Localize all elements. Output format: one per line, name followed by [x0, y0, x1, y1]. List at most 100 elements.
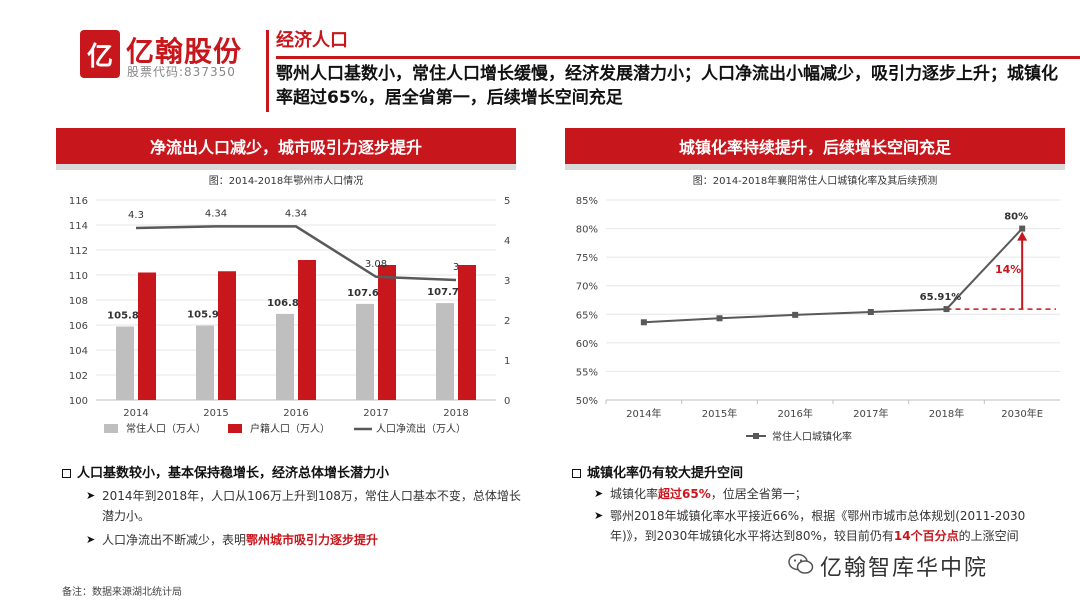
urbanization-chart: 85% 80% 75% 70% 65% 60% 55% 50% 2014年 2015年 2016年 2…	[576, 196, 1060, 443]
marker-urbanization	[1019, 225, 1026, 232]
y-tick-label-right: 0	[504, 396, 510, 407]
bar-resident-population	[276, 313, 294, 400]
data-label-net-outflow: 4.3	[128, 210, 144, 221]
right-panel-banner: 城镇化率持续提升，后续增长空间充足	[565, 128, 1065, 164]
data-label-resident: 106.8	[267, 298, 299, 309]
y-tick-label-right: 1	[504, 356, 510, 367]
bar-resident-population	[356, 303, 374, 400]
data-label-resident: 107.6	[347, 288, 379, 299]
left-panel-banner: 净流出人口减少，城市吸引力逐步提升	[56, 128, 516, 164]
arrow-right-icon: ➤	[86, 489, 96, 502]
growth-arrow-head-icon	[1017, 231, 1028, 241]
bar-registered-population	[458, 265, 476, 400]
y-tick-label: 70%	[576, 282, 598, 293]
left-chart-caption: 图：2014-2018年鄂州市人口情况	[208, 176, 364, 187]
y-tick-label: 65%	[576, 310, 598, 321]
x-tick-label: 2030年E	[1001, 407, 1043, 420]
right-bullet-heading: 城镇化率仍有较大提升空间	[572, 462, 743, 481]
x-tick-label: 2018年	[929, 407, 964, 420]
x-tick-label: 2015	[203, 408, 228, 419]
right-bullet-2: ➤ 鄂州2018年城镇化率水平接近66%，根据《鄂州市城市总体规划(2011-2…	[594, 506, 1050, 546]
right-bullet-2-text: 鄂州2018年城镇化率水平接近66%，根据《鄂州市城市总体规划(2011-203…	[610, 509, 1026, 543]
y-tick-label: 55%	[576, 367, 598, 378]
bar-registered-population	[298, 260, 316, 400]
right-banner-shadow	[565, 164, 1065, 170]
x-tick-label: 2015年	[702, 407, 737, 420]
y-tick-label-left: 104	[69, 346, 88, 357]
y-tick-label-left: 110	[69, 271, 88, 282]
bar-resident-population	[196, 325, 214, 400]
growth-annotation: 14%	[995, 263, 1021, 276]
right-bullet-heading-text: 城镇化率仍有较大提升空间	[587, 466, 744, 481]
y-tick-label-left: 116	[69, 196, 88, 207]
arrow-right-icon: ➤	[86, 533, 96, 546]
right-chart-caption: 图：2014-2018年襄阳常住人口城镇化率及其后续预测	[692, 176, 938, 187]
legend-label: 户籍人口（万人）	[250, 422, 330, 435]
population-chart: 116 114 112 110 108 106 104 102 100 5 4 3 2 1 0 2014 201…	[69, 196, 510, 435]
y-tick-label: 75%	[576, 253, 598, 264]
bar-registered-population	[138, 272, 156, 400]
data-label-resident: 105.8	[107, 311, 139, 322]
legend-swatch	[228, 424, 242, 433]
right-bullet-1-text: 城镇化率	[610, 487, 659, 501]
x-tick-label: 2016年	[777, 407, 812, 420]
bar-resident-population	[436, 303, 454, 400]
header-rule	[276, 56, 1080, 59]
data-label-urbanization: 80%	[1004, 212, 1028, 223]
line-urbanization-rate	[643, 227, 1023, 324]
wechat-account-name: 亿翰智库华中院	[820, 556, 989, 581]
wechat-icon	[788, 553, 814, 574]
legend-label: 常住人口城镇化率	[772, 430, 852, 443]
y-tick-label: 85%	[576, 196, 598, 207]
data-label-urbanization: 65.91%	[920, 292, 962, 303]
footnote: 备注：数据来源湖北统计局	[62, 587, 182, 598]
checkbox-square-icon	[572, 469, 581, 478]
stock-code: 股票代码:837350	[127, 65, 236, 79]
left-banner-shadow	[56, 164, 516, 170]
checkbox-square-icon	[62, 469, 71, 478]
left-bullet-2-text: 人口净流出不断减少，表明	[102, 533, 247, 547]
y-tick-label: 50%	[576, 396, 598, 407]
left-bullet-heading: 人口基数较小，基本保持稳增长，经济总体增长潜力小	[62, 462, 389, 481]
y-tick-label: 80%	[576, 225, 598, 236]
x-tick-label: 2017	[363, 408, 388, 419]
right-bullet-2-text-end: 的上涨空间	[958, 529, 1019, 543]
headline: 鄂州人口基数小，常住人口增长缓慢，经济发展潜力小；人口净流出小幅减少，吸引力逐步…	[276, 64, 1058, 108]
marker-urbanization	[867, 309, 874, 315]
right-bullet-2-highlight: 14个百分点	[893, 529, 959, 543]
x-tick-label: 2014	[123, 408, 148, 419]
arrow-right-icon: ➤	[594, 509, 604, 522]
y-tick-label-left: 114	[69, 221, 88, 232]
left-bullet-1-text: 2014年到2018年，人口从106万上升到108万，常住人口基本不变，总体增长…	[102, 489, 521, 523]
legend-marker	[753, 433, 759, 439]
legend-label: 常住人口（万人）	[126, 422, 206, 435]
y-tick-label-left: 102	[69, 371, 88, 382]
x-tick-label: 2018	[443, 408, 468, 419]
right-bullet-1-text-end: ，位居全省第一；	[710, 487, 807, 501]
y-tick-label-right: 4	[504, 236, 510, 247]
company-name: 亿翰股份	[126, 35, 243, 68]
left-bullet-heading-text: 人口基数较小，基本保持稳增长，经济总体增长潜力小	[77, 466, 390, 481]
right-bullet-1: ➤ 城镇化率超过65%，位居全省第一；	[594, 484, 1050, 504]
y-tick-label-left: 106	[69, 321, 88, 332]
y-tick-label-right: 5	[504, 196, 510, 207]
bar-registered-population	[218, 271, 236, 400]
y-tick-label-right: 3	[504, 276, 510, 287]
arrow-right-icon: ➤	[594, 487, 604, 500]
x-tick-label: 2014年	[626, 407, 661, 420]
bar-registered-population	[378, 265, 396, 400]
right-bullet-1-highlight: 超过65%	[658, 487, 711, 501]
marker-urbanization	[943, 306, 950, 313]
bar-resident-population	[116, 326, 134, 400]
left-bullet-2: ➤ 人口净流出不断减少，表明鄂州城市吸引力逐步提升	[86, 530, 532, 550]
legend-label: 人口净流出（万人）	[376, 422, 466, 435]
marker-urbanization	[716, 315, 723, 322]
left-bullet-1: ➤ 2014年到2018年，人口从106万上升到108万，常住人口基本不变，总体…	[86, 486, 532, 526]
header-divider	[266, 30, 269, 112]
y-tick-label: 60%	[576, 339, 598, 350]
data-label-net-outflow: 4.34	[205, 208, 227, 219]
data-label-net-outflow: 4.34	[285, 208, 307, 219]
y-tick-label-left: 108	[69, 296, 88, 307]
line-net-outflow	[135, 225, 457, 282]
marker-urbanization	[792, 311, 799, 318]
